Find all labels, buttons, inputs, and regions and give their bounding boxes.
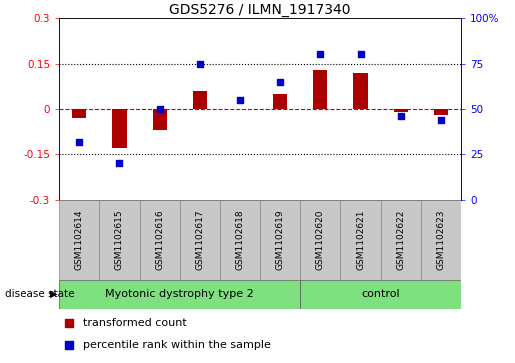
Bar	[300, 200, 340, 280]
Point	[156, 106, 164, 112]
Text: Myotonic dystrophy type 2: Myotonic dystrophy type 2	[106, 289, 254, 299]
Bar	[353, 73, 368, 109]
Bar	[421, 200, 461, 280]
Text: GSM1102617: GSM1102617	[195, 209, 204, 270]
Bar	[313, 70, 328, 109]
Bar	[300, 280, 461, 309]
Bar	[434, 109, 448, 115]
Text: GSM1102621: GSM1102621	[356, 209, 365, 270]
Bar	[112, 109, 127, 148]
Bar	[393, 109, 408, 112]
Point	[316, 52, 324, 57]
Text: GSM1102622: GSM1102622	[396, 209, 405, 270]
Bar	[59, 200, 99, 280]
Point	[397, 113, 405, 119]
Text: GSM1102620: GSM1102620	[316, 209, 325, 270]
Text: GSM1102619: GSM1102619	[276, 209, 285, 270]
Text: GSM1102615: GSM1102615	[115, 209, 124, 270]
Point	[65, 320, 73, 326]
Point	[356, 52, 365, 57]
Bar	[99, 200, 140, 280]
Point	[75, 139, 83, 144]
Text: ▶: ▶	[50, 289, 58, 299]
Bar	[220, 200, 260, 280]
Bar	[340, 200, 381, 280]
Point	[115, 160, 124, 166]
Point	[236, 97, 244, 103]
Bar	[152, 109, 167, 130]
Bar	[59, 280, 300, 309]
Bar	[72, 109, 87, 118]
Text: disease state: disease state	[5, 289, 75, 299]
Bar	[140, 200, 180, 280]
Text: GSM1102616: GSM1102616	[155, 209, 164, 270]
Bar	[260, 200, 300, 280]
Text: percentile rank within the sample: percentile rank within the sample	[83, 340, 271, 350]
Text: GSM1102618: GSM1102618	[235, 209, 245, 270]
Text: GSM1102623: GSM1102623	[436, 209, 445, 270]
Text: transformed count: transformed count	[83, 318, 187, 328]
Point	[196, 61, 204, 66]
Bar	[193, 91, 207, 109]
Point	[437, 117, 445, 123]
Point	[65, 342, 73, 348]
Title: GDS5276 / ILMN_1917340: GDS5276 / ILMN_1917340	[169, 3, 351, 17]
Text: control: control	[362, 289, 400, 299]
Point	[276, 79, 284, 85]
Bar	[381, 200, 421, 280]
Bar	[273, 94, 287, 109]
Bar	[180, 200, 220, 280]
Text: GSM1102614: GSM1102614	[75, 209, 84, 270]
